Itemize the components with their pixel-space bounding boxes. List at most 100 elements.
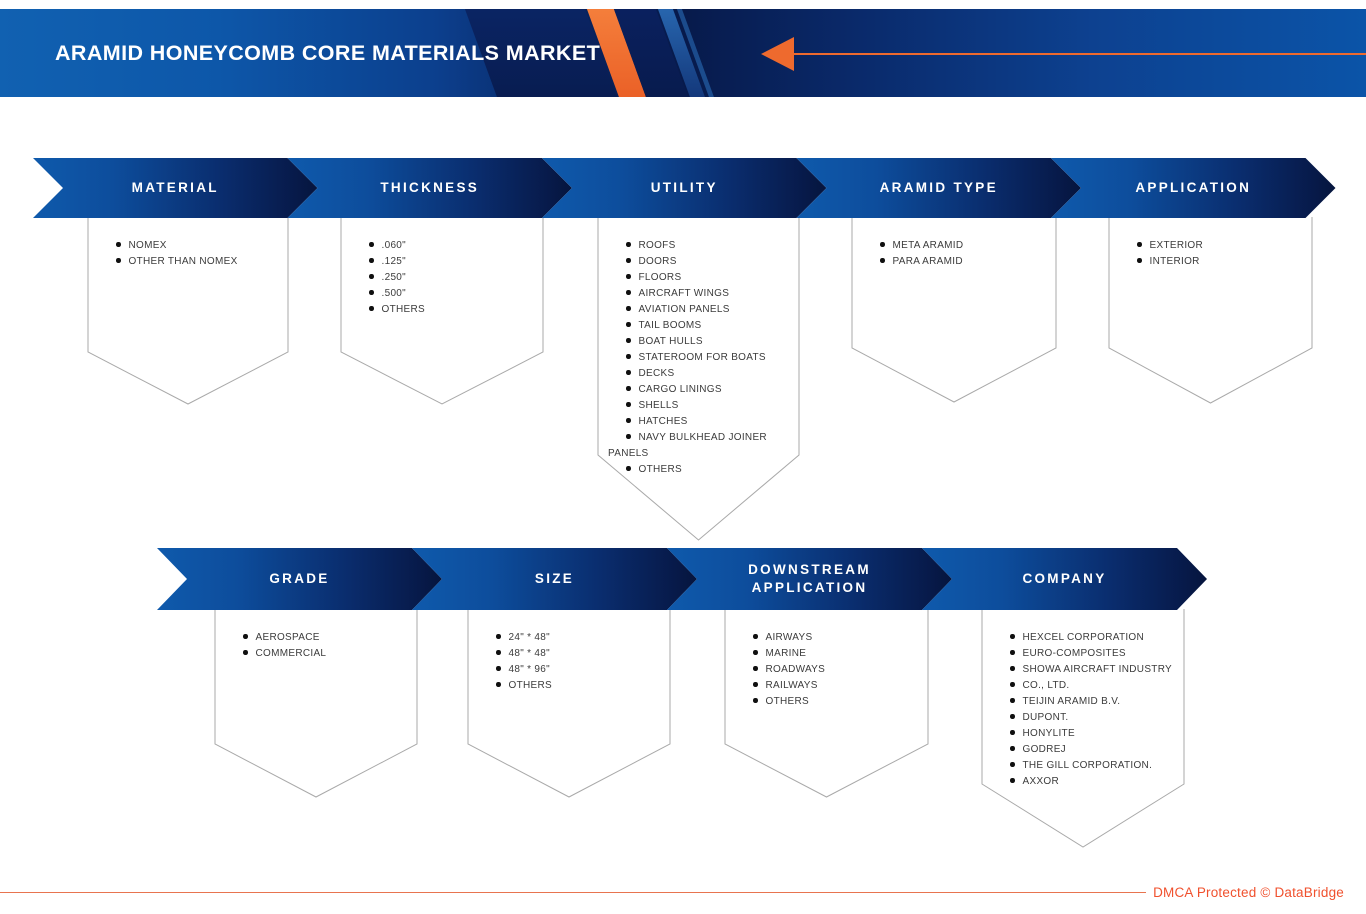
segment-header-thickness: THICKNESS (287, 158, 572, 218)
list-item-text: THE GILL CORPORATION. (1022, 760, 1153, 771)
list-item: MARINE (735, 646, 920, 662)
pentagon-box-utility (597, 217, 800, 541)
list-item-text: OTHERS (765, 696, 809, 707)
bullet-icon (626, 258, 631, 263)
list-item: PARA ARAMID (862, 254, 1048, 270)
list-item-text: TEIJIN ARAMID B.V. (1022, 696, 1121, 707)
list-item: .125" (351, 254, 535, 270)
list-item-text: EXTERIOR (1149, 240, 1204, 251)
bullet-icon (243, 634, 248, 639)
list-item-text: .060" (381, 240, 407, 251)
pentagon-box-aramid-type (851, 217, 1057, 403)
list-item: ROADWAYS (735, 662, 920, 678)
list-item-text: 24" * 48" (508, 632, 550, 643)
list-item: .060" (351, 238, 535, 254)
list-item-text: ROADWAYS (765, 664, 826, 675)
list-item: CARGO LININGS (608, 382, 791, 398)
bullet-icon (753, 698, 758, 703)
list-item: HONYLITE (992, 726, 1176, 742)
list-item-text: OTHER THAN NOMEX (128, 256, 238, 267)
list-item: .250" (351, 270, 535, 286)
list-item: 48" * 96" (478, 662, 662, 678)
list-item-text: NAVY BULKHEAD JOINER PANELS (608, 432, 767, 459)
list-item-text: AVIATION PANELS (638, 304, 730, 315)
list-item: .500" (351, 286, 535, 302)
banner-horizontal-rule (794, 53, 1366, 55)
list-item-text: FLOORS (638, 272, 682, 283)
bullet-icon (753, 666, 758, 671)
segment-list-utility: ROOFS DOORS FLOORS AIRCRAFT WINGS AVIATION P… (608, 238, 791, 478)
bullet-icon (496, 682, 501, 687)
list-item-text: 48" * 48" (508, 648, 550, 659)
bullet-icon (1010, 730, 1015, 735)
list-item-text: BOAT HULLS (638, 336, 703, 347)
segment-header-company: COMPANY (922, 548, 1207, 610)
list-item: OTHERS (351, 302, 535, 318)
list-item: DOORS (608, 254, 791, 270)
bullet-icon (116, 258, 121, 263)
list-item: HATCHES (608, 414, 791, 430)
list-item-text: HEXCEL CORPORATION (1022, 632, 1145, 643)
list-item: DECKS (608, 366, 791, 382)
list-item: AVIATION PANELS (608, 302, 791, 318)
list-item-text: NOMEX (128, 240, 167, 251)
list-item-text: SHOWA AIRCRAFT INDUSTRY (1022, 664, 1173, 675)
segment-header-material: MATERIAL (33, 158, 318, 218)
segment-list-downstream-application: AIRWAYS MARINE ROADWAYS RAILWAYS OTHERS (735, 630, 920, 710)
list-item-text: COMMERCIAL (255, 648, 327, 659)
segment-header-size: SIZE (412, 548, 697, 610)
list-item: OTHERS (478, 678, 662, 694)
list-item: INTERIOR (1119, 254, 1304, 270)
list-item-text: MARINE (765, 648, 807, 659)
bullet-icon (369, 258, 374, 263)
bullet-icon (626, 306, 631, 311)
left-arrowhead-icon (761, 37, 794, 71)
list-item-text: CO., LTD. (1022, 680, 1070, 691)
dmca-watermark: DMCA Protected © DataBridge (1153, 885, 1344, 900)
bullet-icon (1010, 778, 1015, 783)
list-item-text: RAILWAYS (765, 680, 818, 691)
list-item-text: CARGO LININGS (638, 384, 722, 395)
title-banner: ARAMID HONEYCOMB CORE MATERIALS MARKET (0, 9, 1366, 97)
list-item: OTHERS (608, 462, 791, 478)
bullet-icon (626, 242, 631, 247)
list-item-text: AIRCRAFT WINGS (638, 288, 730, 299)
bullet-icon (1137, 258, 1142, 263)
bullet-icon (753, 650, 758, 655)
bullet-icon (626, 354, 631, 359)
list-item-text: TAIL BOOMS (638, 320, 702, 331)
pentagon-box-company (981, 609, 1185, 848)
segment-list-thickness: .060" .125" .250" .500" OTHERS (351, 238, 535, 318)
bullet-icon (369, 306, 374, 311)
pentagon-box-material (87, 217, 289, 405)
pentagon-box-grade (214, 609, 418, 798)
list-item: AIRWAYS (735, 630, 920, 646)
bullet-icon (369, 290, 374, 295)
list-item-text: .125" (381, 256, 407, 267)
list-item: ROOFS (608, 238, 791, 254)
segment-list-aramid-type: META ARAMID PARA ARAMID (862, 238, 1048, 270)
list-item: BOAT HULLS (608, 334, 791, 350)
list-item: META ARAMID (862, 238, 1048, 254)
bullet-icon (496, 650, 501, 655)
bullet-icon (753, 682, 758, 687)
list-item-text: AIRWAYS (765, 632, 813, 643)
segment-list-company: HEXCEL CORPORATION EURO-COMPOSITES SHOWA A… (992, 630, 1176, 790)
bullet-icon (626, 386, 631, 391)
list-item: GODREJ (992, 742, 1176, 758)
list-item: CO., LTD. (992, 678, 1176, 694)
list-item-text: AEROSPACE (255, 632, 320, 643)
list-item: FLOORS (608, 270, 791, 286)
bullet-icon (753, 634, 758, 639)
list-item: RAILWAYS (735, 678, 920, 694)
list-item: TEIJIN ARAMID B.V. (992, 694, 1176, 710)
segment-label-aramid-type: ARAMID TYPE (879, 180, 998, 196)
bullet-icon (496, 666, 501, 671)
list-item: 48" * 48" (478, 646, 662, 662)
list-item-text: HONYLITE (1022, 728, 1075, 739)
bullet-icon (880, 242, 885, 247)
bullet-icon (626, 466, 631, 471)
list-item: STATEROOM FOR BOATS (608, 350, 791, 366)
segment-label-application: APPLICATION (1135, 180, 1252, 196)
segment-list-material: NOMEX OTHER THAN NOMEX (98, 238, 280, 270)
